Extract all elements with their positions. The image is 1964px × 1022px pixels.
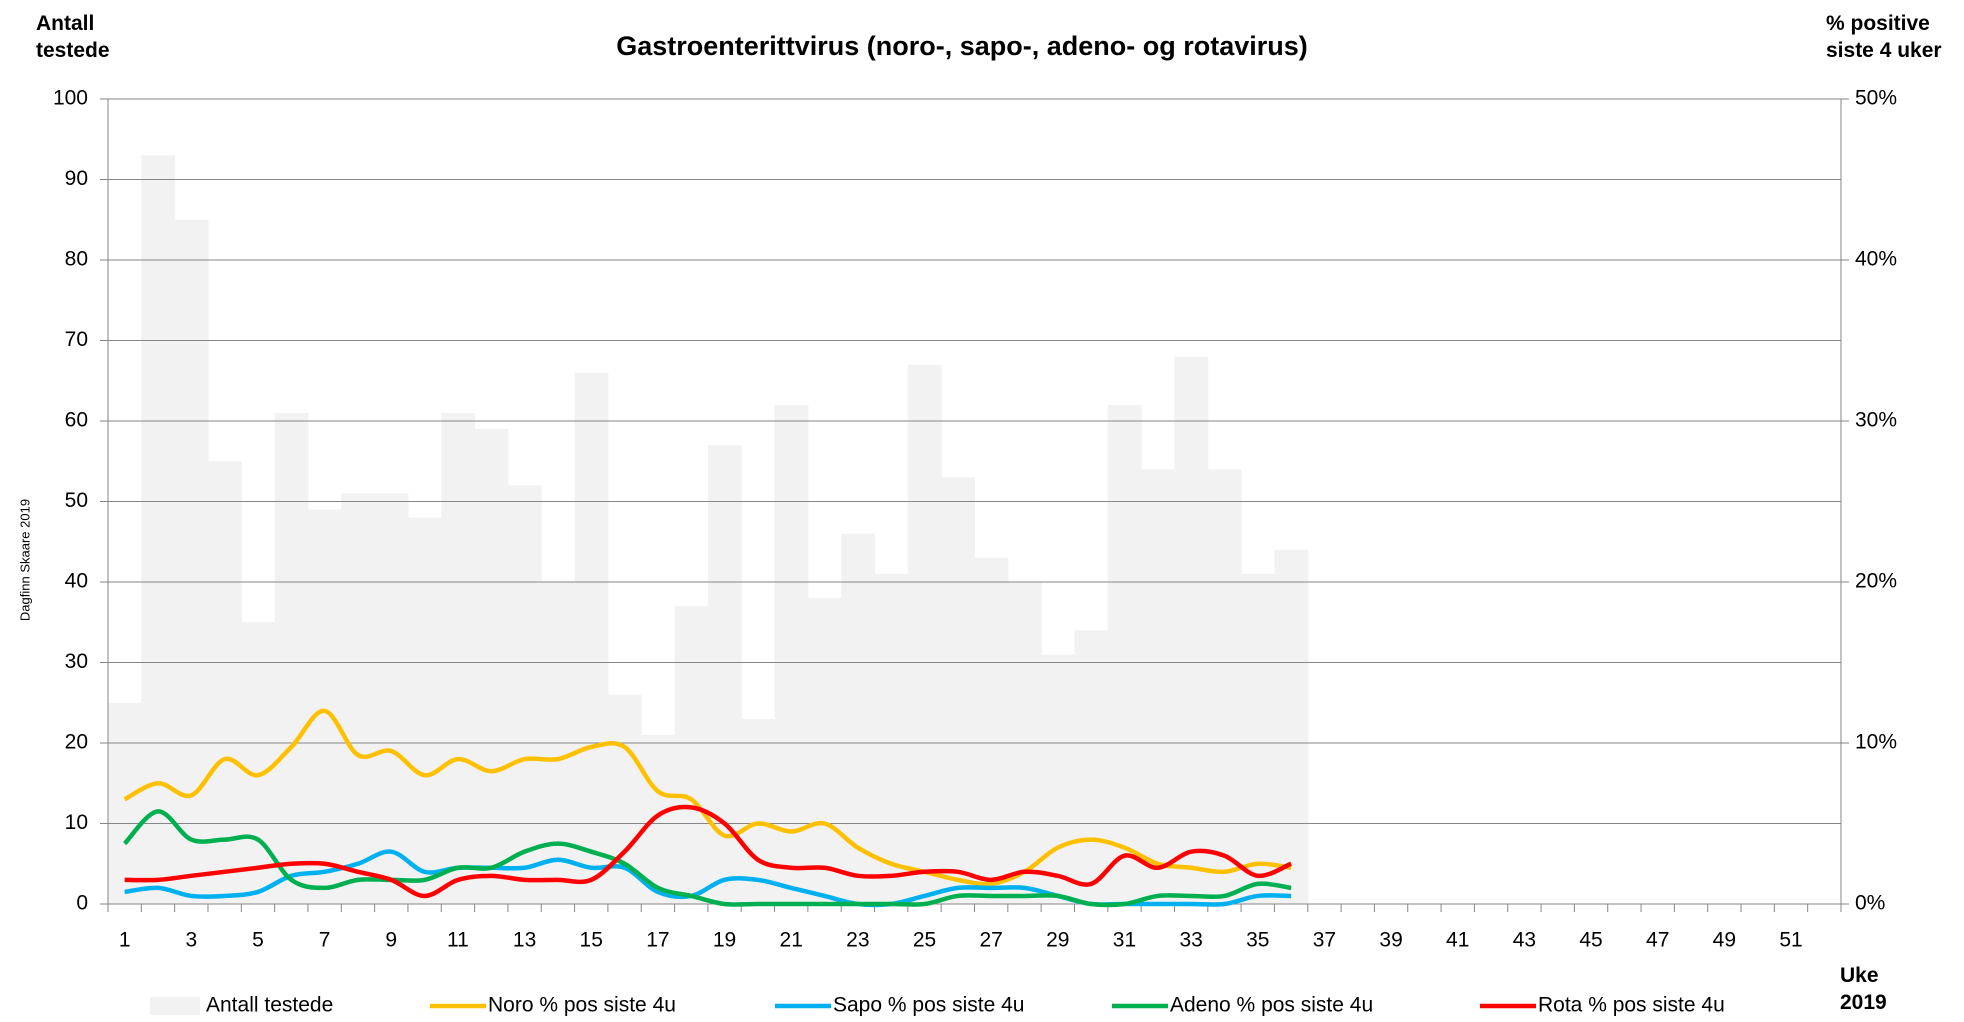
legend-label: Antall testede xyxy=(206,994,333,1017)
bar xyxy=(1274,549,1309,904)
y2-tick-label: 50% xyxy=(1855,87,1897,110)
bar xyxy=(907,364,942,904)
bar xyxy=(1174,356,1209,905)
bar xyxy=(307,509,342,904)
x-tick-label: 19 xyxy=(713,929,736,952)
x-tick-label: 47 xyxy=(1646,929,1669,952)
bar xyxy=(774,404,809,904)
x-tick-label: 5 xyxy=(252,929,264,952)
x-tick-label: 51 xyxy=(1779,929,1802,952)
bar xyxy=(1041,654,1075,904)
bar xyxy=(1074,630,1109,904)
bar xyxy=(441,412,476,904)
x-tick-label: 45 xyxy=(1579,929,1602,952)
bar xyxy=(574,372,609,904)
line xyxy=(122,809,1292,908)
legend-label: Noro % pos siste 4u xyxy=(488,994,676,1017)
y-axis-label: Antall testede xyxy=(36,12,110,62)
bar xyxy=(141,155,176,905)
bar xyxy=(507,485,542,904)
x-tick-label: 25 xyxy=(913,929,936,952)
x-tick-label: 31 xyxy=(1113,929,1136,952)
bar xyxy=(641,734,676,904)
y-tick-label: 30 xyxy=(65,650,88,673)
y2-tick-label: 30% xyxy=(1855,409,1897,432)
x-tick-label: 13 xyxy=(513,929,536,952)
x-tick-label: 33 xyxy=(1179,929,1202,952)
y-tick-label: 100 xyxy=(53,87,88,110)
bar xyxy=(274,412,309,904)
y-tick-label: 80 xyxy=(65,248,88,271)
y-tick-label: 40 xyxy=(65,570,88,593)
y-tick-label: 0 xyxy=(76,892,88,915)
bar xyxy=(241,622,276,904)
chart-title: Gastroenterittvirus (noro-, sapo-, adeno… xyxy=(616,31,1308,61)
y2-tick-label: 40% xyxy=(1855,248,1897,271)
line xyxy=(123,708,1292,887)
x-tick-label: 27 xyxy=(979,929,1002,952)
legend-label: Rota % pos siste 4u xyxy=(1538,994,1725,1017)
watermark: Dagfinn Skaare 2019 xyxy=(17,499,32,621)
bar xyxy=(807,598,842,904)
line xyxy=(124,804,1293,899)
legend-label: Sapo % pos siste 4u xyxy=(833,994,1024,1017)
y2-axis-label: % positive siste 4 uker xyxy=(1826,12,1942,62)
legend-label: Adeno % pos siste 4u xyxy=(1170,994,1373,1017)
bar xyxy=(1107,404,1142,904)
bar xyxy=(941,477,975,904)
y2-tick-label: 0% xyxy=(1855,892,1885,915)
bar xyxy=(108,702,142,904)
x-tick-label: 9 xyxy=(385,929,397,952)
bar xyxy=(1141,469,1175,904)
x-tick-label: 1 xyxy=(119,929,131,952)
y2-tick-label: 10% xyxy=(1855,731,1897,754)
bar xyxy=(174,219,209,904)
bar xyxy=(407,517,442,904)
bar xyxy=(474,429,509,904)
y-tick-label: 10 xyxy=(65,811,88,834)
x-tick-label: 49 xyxy=(1713,929,1736,952)
x-tick-label: 37 xyxy=(1313,929,1336,952)
x-tick-label: 29 xyxy=(1046,929,1069,952)
x-tick-label: 23 xyxy=(846,929,869,952)
bar xyxy=(674,606,709,904)
bar xyxy=(1241,573,1275,904)
y-tick-label: 90 xyxy=(65,167,88,190)
x-tick-label: 41 xyxy=(1446,929,1469,952)
bar xyxy=(341,493,376,904)
x-tick-label: 3 xyxy=(185,929,197,952)
y2-tick-label: 20% xyxy=(1855,570,1897,593)
x-tick-label: 15 xyxy=(580,929,603,952)
y-tick-label: 60 xyxy=(65,409,88,432)
bar xyxy=(374,493,409,904)
x-tick-label: 17 xyxy=(646,929,669,952)
bar xyxy=(1207,469,1242,904)
x-axis-label: Uke 2019 xyxy=(1840,964,1887,1014)
x-tick-label: 39 xyxy=(1379,929,1402,952)
y-tick-label: 50 xyxy=(65,489,88,512)
bar xyxy=(207,461,242,904)
x-tick-label: 21 xyxy=(780,929,803,952)
bar xyxy=(974,557,1009,904)
x-tick-label: 35 xyxy=(1246,929,1269,952)
x-tick-label: 11 xyxy=(447,929,469,952)
bar xyxy=(874,573,909,904)
y-tick-label: 20 xyxy=(65,731,88,754)
legend-swatch xyxy=(150,997,200,1015)
y-tick-label: 70 xyxy=(65,328,88,351)
x-tick-label: 7 xyxy=(319,929,331,952)
bar xyxy=(841,533,876,904)
bar xyxy=(741,718,776,904)
x-tick-label: 43 xyxy=(1513,929,1536,952)
